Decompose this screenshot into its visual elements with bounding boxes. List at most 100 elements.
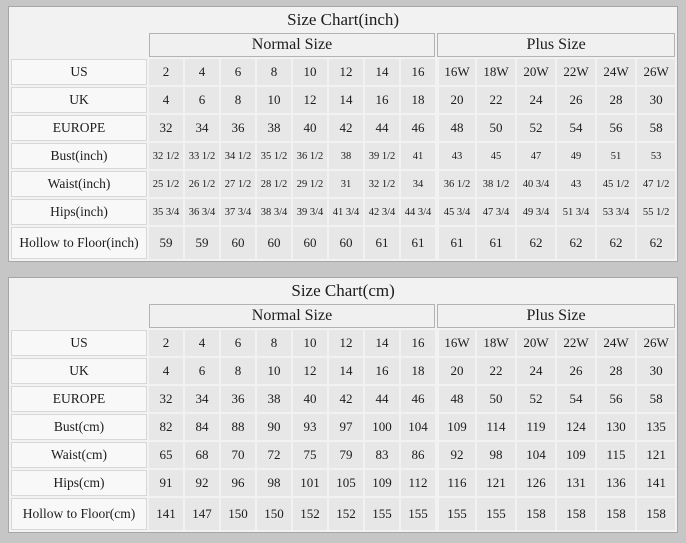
table-row: EUROPE 32 34 36 38 40 42 44 46 48 50 52 54 56 58 xyxy=(11,115,676,141)
group-header-plus-size: Plus Size xyxy=(437,304,676,328)
table-cell: 14 xyxy=(329,358,363,384)
table-cell: 59 xyxy=(185,227,219,259)
table-cell: 54 xyxy=(557,386,595,412)
table-row: Bust(cm) 82 84 88 90 93 97 100 104 109 114 119 124 13… xyxy=(11,414,676,440)
table-cell: 4 xyxy=(185,330,219,356)
table-title: Size Chart(inch) xyxy=(11,9,676,31)
table-cell: 16 xyxy=(365,358,399,384)
group-header-plus-size: Plus Size xyxy=(437,33,676,57)
table-cell: 62 xyxy=(637,227,676,259)
table-cell: 75 xyxy=(293,442,327,468)
table-cell: 47 xyxy=(517,143,555,169)
table-cell: 60 xyxy=(329,227,363,259)
table-cell: 50 xyxy=(477,386,515,412)
table-cell: 44 3/4 xyxy=(401,199,435,225)
table-cell: 22W xyxy=(557,330,595,356)
table-cell: 72 xyxy=(257,442,291,468)
size-chart-cm-table: Size Chart(cm) Normal Size Plus Size US 2 4 6 8… xyxy=(8,277,679,533)
table-cell: 109 xyxy=(365,470,399,496)
table-cell: 10 xyxy=(293,59,327,85)
table-cell: 92 xyxy=(437,442,475,468)
table-cell: 158 xyxy=(557,498,595,530)
table-cell: 152 xyxy=(329,498,363,530)
table-cell: 4 xyxy=(149,358,183,384)
table-cell: 155 xyxy=(477,498,515,530)
row-label: UK xyxy=(11,358,147,384)
table-cell: 45 1/2 xyxy=(597,171,635,197)
table-cell: 62 xyxy=(517,227,555,259)
table-cell: 32 1/2 xyxy=(365,171,399,197)
table-cell: 60 xyxy=(257,227,291,259)
table-cell: 90 xyxy=(257,414,291,440)
table-cell: 10 xyxy=(257,358,291,384)
table-cell: 48 xyxy=(437,386,475,412)
table-cell: 8 xyxy=(221,358,255,384)
table-cell: 126 xyxy=(517,470,555,496)
table-cell: 34 1/2 xyxy=(221,143,255,169)
table-cell: 12 xyxy=(329,59,363,85)
table-cell: 155 xyxy=(437,498,475,530)
table-cell: 60 xyxy=(221,227,255,259)
table-cell: 24 xyxy=(517,358,555,384)
table-cell: 42 xyxy=(329,386,363,412)
row-label: Hollow to Floor(cm) xyxy=(11,498,147,530)
table-cell: 25 1/2 xyxy=(149,171,183,197)
table-cell: 6 xyxy=(221,59,255,85)
table-cell: 61 xyxy=(401,227,435,259)
table-cell: 101 xyxy=(293,470,327,496)
table-cell: 16 xyxy=(401,330,435,356)
table-cell: 6 xyxy=(185,87,219,113)
table-row: UK 4 6 8 10 12 14 16 18 20 22 24 26 28 30 xyxy=(11,87,676,113)
table-cell: 62 xyxy=(557,227,595,259)
table-cell: 30 xyxy=(637,358,676,384)
table-cell: 35 3/4 xyxy=(149,199,183,225)
table-cell: 4 xyxy=(149,87,183,113)
table-cell: 53 xyxy=(637,143,676,169)
table-cell: 2 xyxy=(149,59,183,85)
table-cell: 32 1/2 xyxy=(149,143,183,169)
table-cell: 104 xyxy=(517,442,555,468)
table-cell: 36 3/4 xyxy=(185,199,219,225)
table-cell: 14 xyxy=(329,87,363,113)
table-cell: 10 xyxy=(257,87,291,113)
table-cell: 105 xyxy=(329,470,363,496)
table-cell: 86 xyxy=(401,442,435,468)
table-cell: 39 1/2 xyxy=(365,143,399,169)
table-cell: 79 xyxy=(329,442,363,468)
table-cell: 34 xyxy=(185,115,219,141)
table-cell: 44 xyxy=(365,115,399,141)
row-label: US xyxy=(11,59,147,85)
table-cell: 20W xyxy=(517,59,555,85)
table-cell: 47 3/4 xyxy=(477,199,515,225)
table-cell: 30 xyxy=(637,87,676,113)
table-cell: 83 xyxy=(365,442,399,468)
table-cell: 109 xyxy=(557,442,595,468)
table-cell: 60 xyxy=(293,227,327,259)
table-cell: 136 xyxy=(597,470,635,496)
table-cell: 56 xyxy=(597,115,635,141)
table-row: EUROPE 32 34 36 38 40 42 44 46 48 50 52 54 56 58 xyxy=(11,386,676,412)
table-cell: 14 xyxy=(365,59,399,85)
table-cell: 61 xyxy=(437,227,475,259)
table-cell: 40 xyxy=(293,115,327,141)
table-row: US 2 4 6 8 10 12 14 16 16W 18W 20W 22W 24W 26W xyxy=(11,330,676,356)
table-cell: 49 3/4 xyxy=(517,199,555,225)
table-cell: 8 xyxy=(221,87,255,113)
table-cell: 121 xyxy=(637,442,676,468)
table-cell: 121 xyxy=(477,470,515,496)
row-label: Hips(cm) xyxy=(11,470,147,496)
table-cell: 119 xyxy=(517,414,555,440)
table-cell: 38 xyxy=(329,143,363,169)
table-cell: 152 xyxy=(293,498,327,530)
table-row: Waist(cm) 65 68 70 72 75 79 83 86 92 98 104 109 115 12… xyxy=(11,442,676,468)
table-cell: 114 xyxy=(477,414,515,440)
table-cell: 12 xyxy=(329,330,363,356)
table-cell: 55 1/2 xyxy=(637,199,676,225)
table-cell: 112 xyxy=(401,470,435,496)
table-row: Hips(cm) 91 92 96 98 101 105 109 112 116 121 126 131… xyxy=(11,470,676,496)
row-label: Hips(inch) xyxy=(11,199,147,225)
table-cell: 40 xyxy=(293,386,327,412)
table-cell: 18W xyxy=(477,330,515,356)
table-cell: 93 xyxy=(293,414,327,440)
